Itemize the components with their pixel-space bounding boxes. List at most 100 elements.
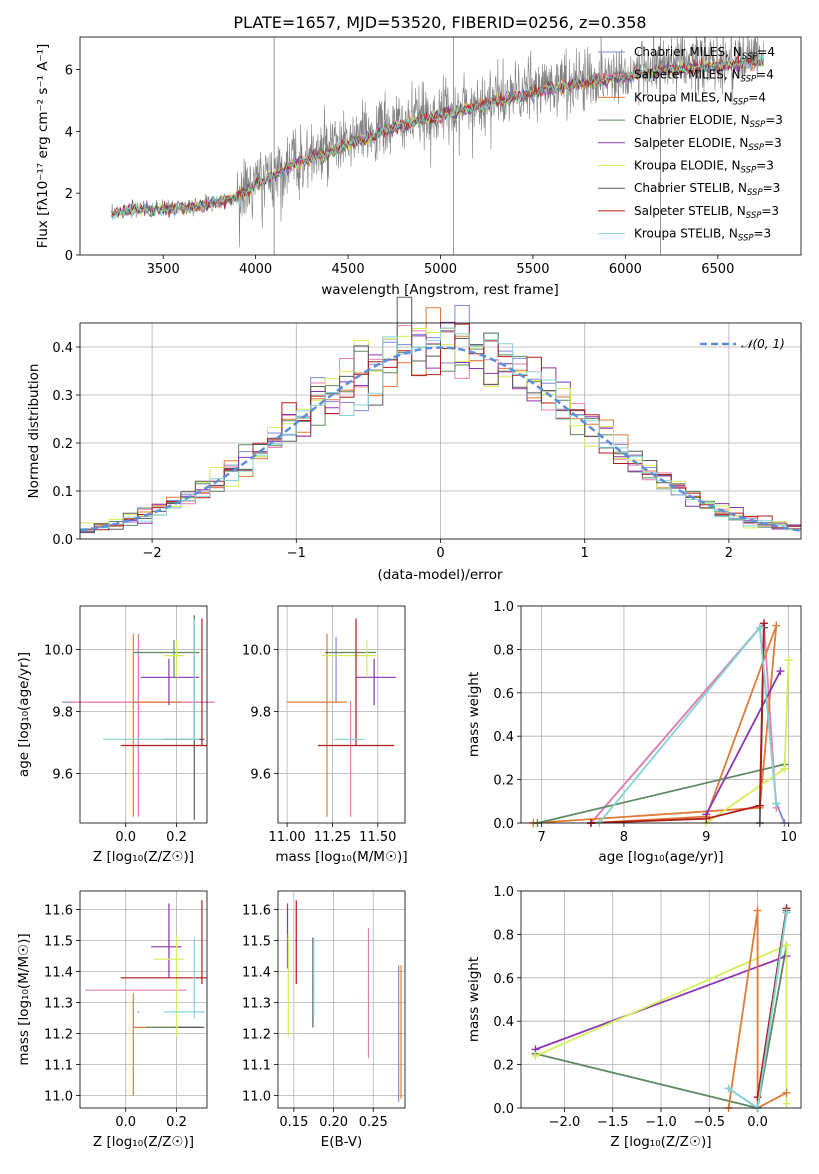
age_weights-frame: [520, 605, 802, 824]
salpeter-miles-point: [137, 989, 140, 991]
y-tick-label: 9.6: [250, 767, 271, 782]
x-tick-label: −1: [287, 546, 306, 561]
spectrum-legend: Chabrier MILES, NSSP=4 Salpeter MILES, NS…: [598, 45, 783, 244]
kroupa-miles-point: [132, 1026, 135, 1029]
kroupa-stelib-weight-marker: [782, 908, 791, 917]
x-tick-label: 10: [780, 830, 797, 845]
spectrum-lines: [111, 37, 765, 255]
age_weights-ylabel: mass weight: [466, 672, 482, 757]
z_vs_mass-frame: [79, 890, 208, 1109]
y-tick-label: 11.5: [242, 935, 271, 950]
y-tick-label: 11.3: [44, 997, 73, 1012]
kroupa-elodie-point: [366, 654, 368, 657]
y-tick-label: 11.0: [242, 1090, 271, 1105]
salpeter-miles-point: [367, 992, 370, 995]
kroupa-elodie-point: [287, 986, 290, 988]
z_weights-frame: [520, 890, 802, 1109]
y-tick-label: 0: [65, 249, 73, 264]
x-tick-label: −0.5: [693, 1115, 725, 1130]
figure-title: PLATE=1657, MJD=53520, FIBERID=0256, z=0…: [233, 13, 646, 32]
x-tick-label: 5500: [516, 262, 549, 277]
x-tick-label: 4500: [332, 262, 365, 277]
y-tick-label: 11.3: [242, 997, 271, 1012]
legend-entry: Salpeter MILES, NSSP=4: [634, 68, 774, 85]
chabrier-stelib-point: [193, 1026, 196, 1029]
x-tick-label: 11.25: [314, 830, 351, 845]
legend-entry: Kroupa ELODIE, NSSP=3: [634, 159, 774, 176]
salpeter-stelib-point: [201, 977, 203, 979]
age_weights-panel: 7 8 9 10 0.0 0.2 0.4 0.6 0.8 1.0 age [log₁₀(age/yr…: [466, 600, 802, 865]
kroupa-stelib-weight-marker: [755, 623, 764, 632]
kroupa-stelib-model-line: [111, 53, 765, 221]
x-tick-label: −1.5: [597, 1115, 629, 1130]
x-tick-label: 11.50: [359, 830, 396, 845]
x-tick-label: 0.15: [279, 1115, 308, 1130]
normal-curve: [79, 346, 802, 532]
x-tick-label: 0: [436, 546, 444, 561]
y-tick-label: 0.0: [493, 1102, 514, 1117]
x-tick-label: 5000: [424, 262, 457, 277]
z_vs_mass-ylabel: mass [log₁₀(M/M☉)]: [16, 933, 32, 1065]
x-tick-label: −2.0: [549, 1115, 581, 1130]
kroupa-miles-point: [326, 701, 328, 703]
residuals-panel: −2 −1 0 1 2 0.0 0.1 0.2 0.3 0.4 𝒩(0, 1) (data-mod…: [26, 296, 802, 583]
salpeter-elodie-weight-line: [535, 955, 787, 1051]
y-tick-label: 0.2: [493, 1059, 514, 1074]
x-tick-label: 0.0: [115, 1115, 136, 1130]
spectrum-plot-area: 3500 4000 4500 5000 5500 6000 6500 0 2 4 6: [65, 37, 765, 277]
y-tick-label: 0.0: [52, 533, 73, 548]
salpeter-stelib-weight-marker: [755, 801, 764, 810]
y-tick-label: 2: [65, 187, 73, 202]
y-tick-label: 0.2: [52, 437, 73, 452]
y-tick-label: 11.2: [44, 1028, 73, 1043]
legend-entry: Chabrier STELIB, NSSP=3: [634, 181, 780, 198]
x-tick-label: 9: [702, 830, 710, 845]
kroupa-elodie-weight-marker: [782, 941, 791, 950]
chabrier-miles-weight-line: [590, 625, 786, 824]
x-tick-label: 2: [725, 546, 733, 561]
chabrier-elodie-weight-line: [537, 763, 785, 824]
x-tick-label: 0.2: [166, 1115, 187, 1130]
z_vs_age-ylabel: age [log₁₀(age/yr)]: [16, 652, 32, 777]
salpeter-stelib-weight-marker: [702, 814, 711, 823]
y-tick-label: 1.0: [493, 885, 514, 900]
kroupa-stelib-point: [337, 738, 339, 741]
chabrier-elodie-point: [173, 1026, 175, 1029]
kroupa-miles-weight-marker: [782, 1088, 791, 1097]
x-tick-label: −1.0: [645, 1115, 677, 1130]
x-tick-label: 0.0: [747, 1115, 768, 1130]
kroupa-elodie-weight-marker: [780, 764, 789, 773]
y-tick-label: 1.0: [493, 600, 514, 615]
z_vs_mass-panel: 0.0 0.2 11.0 11.1 11.2 11.3 11.4 11.5 11.6 Z [log…: [16, 890, 208, 1150]
y-tick-label: 11.6: [44, 904, 73, 919]
x-tick-label: 4000: [239, 262, 272, 277]
salpeter-miles-point: [349, 701, 352, 703]
z_weights-xlabel: Z [log₁₀(Z/Z☉)]: [610, 1134, 711, 1150]
spectrum-ylabel: Flux [fλ10⁻¹⁷ erg cm⁻² s⁻¹ A⁻¹]: [35, 44, 51, 249]
y-tick-label: 11.0: [44, 1090, 73, 1105]
kroupa-miles-point: [400, 1032, 402, 1035]
chabrier-elodie-point: [340, 651, 343, 654]
ebv_vs_mass-panel: 0.15 0.20 0.25 11.0 11.1 11.2 11.3 11.4 11.5 11.6…: [242, 890, 406, 1150]
y-tick-label: 0.2: [493, 774, 514, 789]
legend-entry: Chabrier MILES, NSSP=4: [634, 45, 775, 62]
y-tick-label: 10.0: [242, 643, 271, 658]
kroupa-miles-weight-marker: [772, 621, 781, 630]
legend-entry: Chabrier ELODIE, NSSP=3: [634, 113, 783, 130]
y-tick-label: 0.4: [493, 730, 514, 745]
z_vs_age-panel: 0.0 0.2 9.6 9.8 10.0 Z [log₁₀(Z/Z☉)] age [log₁…: [16, 605, 215, 865]
mass_vs_age-panel: 11.00 11.25 11.50 9.6 9.8 10.0 mass [log₁₀(M/M…: [242, 605, 408, 865]
mass_vs_age-frame: [277, 605, 406, 824]
kroupa-elodie-point: [175, 958, 178, 960]
spectrum-xlabel: wavelength [Angstrom, rest frame]: [321, 282, 559, 298]
y-tick-label: 0.1: [52, 485, 73, 500]
salpeter-stelib-point: [295, 939, 298, 942]
salpeter-elodie-point: [373, 676, 375, 679]
chabrier-elodie-point: [173, 651, 175, 654]
chabrier-miles-point: [397, 1032, 400, 1035]
age_weights-xlabel: age [log₁₀(age/yr)]: [598, 849, 723, 865]
kroupa-miles-weight-line: [727, 910, 787, 1110]
y-tick-label: 10.0: [44, 643, 73, 658]
x-tick-label: 0.0: [115, 830, 136, 845]
chabrier-miles-point: [137, 1011, 140, 1013]
